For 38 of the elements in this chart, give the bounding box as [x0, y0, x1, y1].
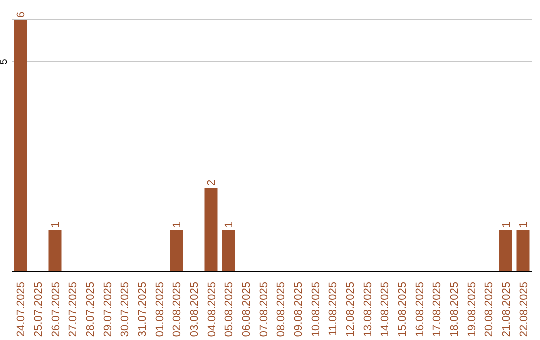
x-tick-label: 14.08.2025	[380, 282, 392, 338]
x-tick-label: 24.07.2025	[16, 282, 28, 338]
x-tick-label: 09.08.2025	[293, 282, 305, 338]
x-tick-label: 16.08.2025	[414, 282, 426, 338]
data-label: 1	[50, 222, 62, 228]
x-tick-label: 25.07.2025	[33, 282, 45, 338]
x-tick-label: 12.08.2025	[345, 282, 357, 338]
x-tick-label: 21.08.2025	[501, 282, 513, 338]
x-tick-label: 01.08.2025	[154, 282, 166, 338]
data-label: 1	[500, 222, 513, 228]
x-tick-label: 17.08.2025	[432, 282, 444, 338]
x-tick-label: 31.07.2025	[137, 282, 149, 338]
x-tick-label: 05.08.2025	[224, 282, 236, 338]
x-tick-label: 11.08.2025	[328, 282, 340, 336]
x-tick-label: 13.08.2025	[362, 282, 374, 338]
x-tick-label: 20.08.2025	[484, 282, 496, 338]
x-tick-label: 07.08.2025	[258, 282, 270, 338]
x-tick-label: 22.08.2025	[518, 282, 530, 338]
data-label: 1	[172, 222, 184, 228]
x-tick-label: 03.08.2025	[189, 282, 201, 338]
x-tick-label: 30.07.2025	[120, 282, 132, 338]
data-label: 1	[224, 222, 236, 228]
data-label: 1	[518, 222, 530, 228]
data-label: 2	[206, 180, 218, 186]
x-tick-label: 02.08.2025	[172, 282, 184, 338]
x-tick-label: 10.08.2025	[310, 282, 322, 338]
x-tick-label: 26.07.2025	[50, 282, 62, 338]
data-label: 6	[16, 12, 28, 18]
x-tick-label: 29.07.2025	[102, 282, 114, 338]
x-tick-label: 27.07.2025	[68, 282, 80, 338]
x-tick-label: 15.08.2025	[397, 282, 409, 338]
y-tick-label: 5	[0, 58, 10, 65]
x-tick-label: 06.08.2025	[241, 282, 253, 338]
x-tick-label: 19.08.2025	[466, 282, 478, 338]
x-tick-label: 18.08.2025	[449, 282, 461, 338]
x-tick-label: 04.08.2025	[206, 282, 218, 338]
x-tick-label: 08.08.2025	[276, 282, 288, 338]
x-tick-label: 28.07.2025	[85, 282, 97, 338]
